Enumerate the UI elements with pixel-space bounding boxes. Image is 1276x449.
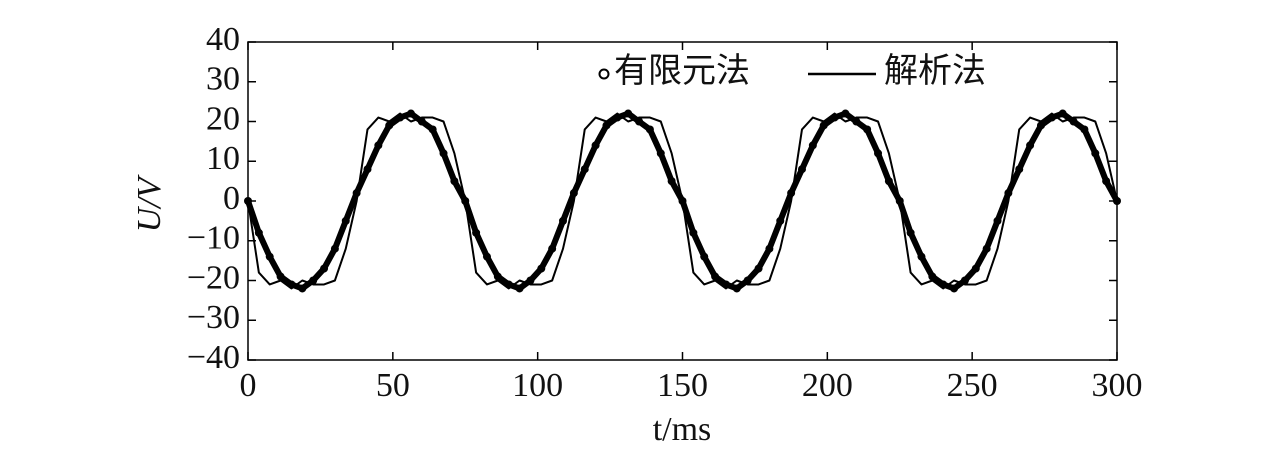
data-point bbox=[700, 252, 709, 261]
data-point bbox=[635, 117, 644, 126]
data-point bbox=[320, 264, 329, 273]
x-tick-label: 50 bbox=[376, 367, 410, 404]
y-tick-label: 10 bbox=[206, 140, 240, 177]
legend-label: 解析法 bbox=[884, 52, 986, 90]
y-tick-label: 40 bbox=[206, 21, 240, 58]
data-point bbox=[493, 272, 502, 281]
y-tick-label: −10 bbox=[187, 220, 240, 257]
x-tick-label: 100 bbox=[512, 367, 563, 404]
data-point bbox=[330, 244, 339, 253]
y-tick-label: −40 bbox=[187, 339, 240, 376]
x-tick-label: 0 bbox=[240, 367, 257, 404]
data-point bbox=[276, 272, 285, 281]
data-point bbox=[841, 109, 850, 118]
data-point bbox=[884, 177, 893, 186]
data-point bbox=[482, 252, 491, 261]
data-point bbox=[874, 149, 883, 158]
data-point bbox=[993, 216, 1002, 225]
data-point bbox=[1026, 141, 1035, 150]
data-point bbox=[928, 272, 937, 281]
data-point bbox=[406, 109, 415, 118]
data-point bbox=[580, 165, 589, 174]
data-point bbox=[819, 121, 828, 130]
data-point bbox=[1080, 125, 1089, 134]
data-point bbox=[472, 228, 481, 237]
y-tick-label: −30 bbox=[187, 299, 240, 336]
y-tick-label: 30 bbox=[206, 61, 240, 98]
data-point bbox=[797, 165, 806, 174]
data-point bbox=[960, 276, 969, 285]
legend-marker bbox=[598, 68, 610, 80]
x-tick-label: 250 bbox=[947, 367, 998, 404]
data-point bbox=[374, 141, 383, 150]
data-point bbox=[852, 117, 861, 126]
data-point bbox=[428, 125, 437, 134]
data-point bbox=[591, 141, 600, 150]
data-point bbox=[732, 284, 741, 293]
x-tick-label: 150 bbox=[657, 367, 708, 404]
data-point bbox=[754, 264, 763, 273]
data-point bbox=[1015, 165, 1024, 174]
data-point bbox=[385, 121, 394, 130]
data-point bbox=[1036, 121, 1045, 130]
data-point bbox=[971, 264, 980, 273]
x-tick-label: 300 bbox=[1092, 367, 1143, 404]
data-point bbox=[1102, 177, 1111, 186]
data-point bbox=[711, 272, 720, 281]
data-point bbox=[808, 141, 817, 150]
y-tick-label: −20 bbox=[187, 259, 240, 296]
x-tick-label: 200 bbox=[802, 367, 853, 404]
y-tick-label: 0 bbox=[223, 180, 240, 217]
y-tick-label: 20 bbox=[206, 100, 240, 137]
data-point bbox=[548, 244, 557, 253]
data-point bbox=[1058, 109, 1067, 118]
data-point bbox=[743, 276, 752, 285]
y-axis-label: U/V bbox=[131, 173, 168, 232]
data-point bbox=[982, 244, 991, 253]
data-point bbox=[515, 284, 524, 293]
data-point bbox=[776, 216, 785, 225]
data-point bbox=[417, 117, 426, 126]
data-point bbox=[645, 125, 654, 134]
data-point bbox=[765, 244, 774, 253]
data-point bbox=[689, 228, 698, 237]
data-point bbox=[906, 228, 915, 237]
data-point bbox=[1091, 149, 1100, 158]
data-point bbox=[917, 252, 926, 261]
x-axis-label: t/ms bbox=[653, 411, 712, 448]
data-point bbox=[341, 216, 350, 225]
data-point bbox=[265, 252, 274, 261]
data-point bbox=[439, 149, 448, 158]
data-point bbox=[526, 276, 535, 285]
data-point bbox=[450, 177, 459, 186]
legend-label: 有限元法 bbox=[614, 52, 750, 90]
data-point bbox=[537, 264, 546, 273]
data-point bbox=[950, 284, 959, 293]
data-point bbox=[363, 165, 372, 174]
data-point bbox=[656, 149, 665, 158]
data-point bbox=[624, 109, 633, 118]
data-point bbox=[602, 121, 611, 130]
data-point bbox=[309, 276, 318, 285]
data-point bbox=[863, 125, 872, 134]
data-point bbox=[298, 284, 307, 293]
series-line bbox=[247, 112, 1118, 290]
data-point bbox=[1069, 117, 1078, 126]
data-point bbox=[254, 228, 263, 237]
data-point bbox=[667, 177, 676, 186]
data-point bbox=[559, 216, 568, 225]
